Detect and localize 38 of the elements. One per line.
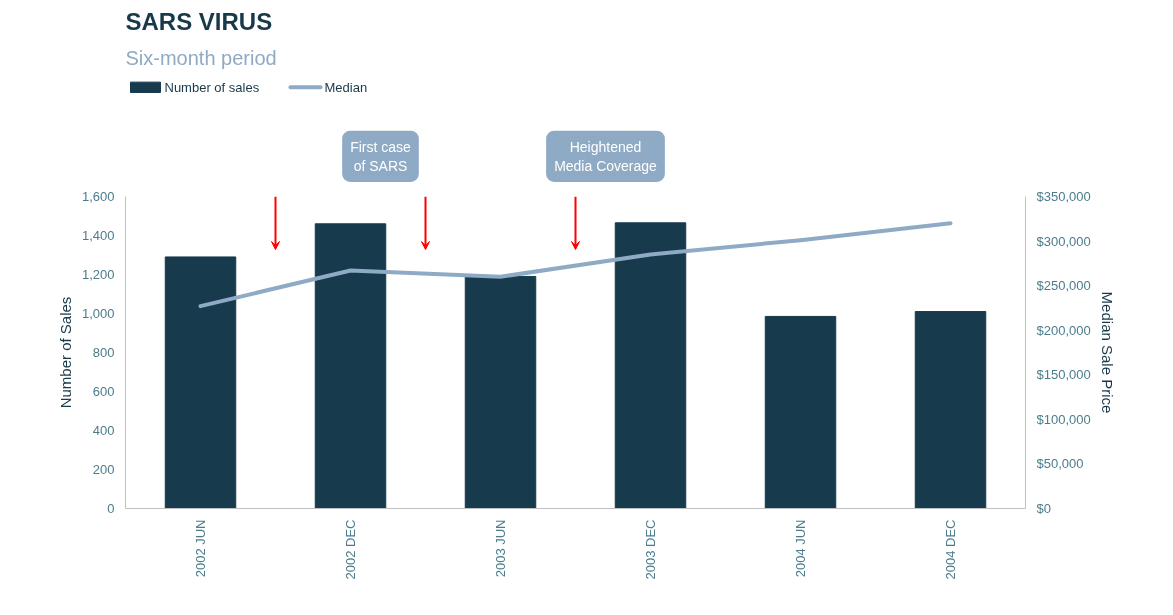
x-tick-label: 2003 JUN <box>493 519 508 578</box>
y2-tick-label: $200,000 <box>1036 322 1091 338</box>
y2-axis-title: Median Sale Price <box>1098 291 1116 414</box>
y-tick-label: 800 <box>92 345 115 360</box>
bar <box>614 222 687 509</box>
y2-tick-label: $50,000 <box>1036 456 1084 472</box>
legend-label: Median <box>324 79 368 95</box>
bar <box>464 275 537 509</box>
y-tick-label: 200 <box>92 462 115 477</box>
x-tick-label: 2003 DEC <box>643 519 658 580</box>
x-tick-label: 2004 DEC <box>943 519 958 580</box>
y2-tick-label: $100,000 <box>1036 411 1091 427</box>
y2-tick-label: $0 <box>1036 501 1051 516</box>
x-tick-label: 2002 DEC <box>343 519 358 580</box>
y-tick-label: 400 <box>92 423 115 438</box>
bar <box>314 223 387 509</box>
chart-subtitle: Six-month period <box>125 46 277 69</box>
y-tick-label: 1,200 <box>81 267 115 282</box>
x-tick-label: 2002 JUN <box>193 519 208 578</box>
y-tick-label: 1,000 <box>81 306 115 321</box>
text: Heightened Media Coverage <box>554 138 658 174</box>
y-tick-label: 0 <box>107 501 115 516</box>
y-tick-label: 600 <box>92 384 115 399</box>
line-series <box>198 221 953 309</box>
bar <box>914 311 987 509</box>
chart-title: SARS VIRUS <box>125 7 273 35</box>
y2-tick-label: $350,000 <box>1036 189 1091 204</box>
bar <box>164 256 237 509</box>
y2-tick-label: $300,000 <box>1036 233 1091 249</box>
y2-tick-label: $250,000 <box>1036 278 1091 294</box>
text: First case of SARS <box>350 138 412 174</box>
y-tick-label: 1,400 <box>81 228 115 243</box>
bar <box>764 315 837 509</box>
legend-label: Number of sales <box>164 79 260 95</box>
y2-tick-label: $150,000 <box>1036 367 1091 383</box>
y-tick-label: 1,600 <box>81 189 115 204</box>
x-tick-label: 2004 JUN <box>793 519 808 578</box>
y-axis-title: Number of Sales <box>56 296 74 409</box>
